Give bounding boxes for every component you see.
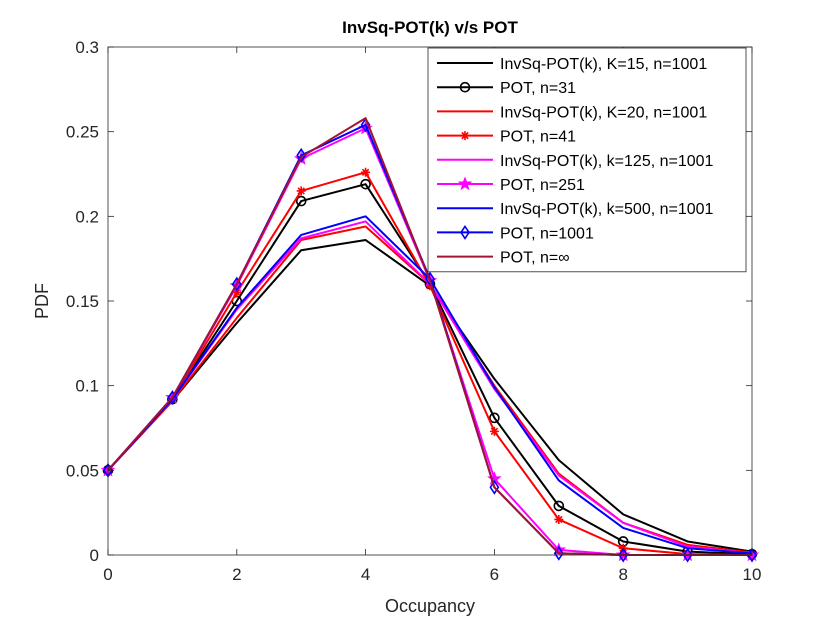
legend-label-5: POT, n=251 bbox=[500, 177, 585, 194]
x-tick-label-3: 6 bbox=[490, 565, 499, 584]
data-point-1-7 bbox=[553, 500, 565, 512]
data-point-3-4 bbox=[361, 167, 371, 177]
legend-entry-4: InvSq-POT(k), k=125, n=1001 bbox=[437, 153, 714, 170]
data-point-7-1 bbox=[167, 390, 178, 405]
x-axis-label: Occupancy bbox=[385, 596, 475, 616]
legend-entry-8: POT, n=∞ bbox=[437, 250, 570, 267]
legend-label-3: POT, n=41 bbox=[500, 129, 576, 146]
data-point-1-4 bbox=[360, 178, 371, 190]
legend-label-6: InvSq-POT(k), k=500, n=1001 bbox=[500, 201, 714, 218]
x-tick-label-2: 4 bbox=[361, 565, 370, 584]
data-point-3-6 bbox=[489, 426, 499, 436]
data-point-3-7 bbox=[554, 514, 564, 524]
x-tick-label-0: 0 bbox=[103, 565, 112, 584]
data-point-1-6 bbox=[489, 412, 500, 424]
legend-marker-3 bbox=[460, 131, 470, 141]
legend-label-4: InvSq-POT(k), k=125, n=1001 bbox=[500, 153, 714, 170]
legend-label-7: POT, n=1001 bbox=[500, 225, 594, 242]
data-point-3-3 bbox=[296, 186, 306, 196]
y-tick-label-4: 0.2 bbox=[75, 207, 99, 226]
y-tick-label-3: 0.15 bbox=[66, 292, 99, 311]
legend-entry-3: POT, n=41 bbox=[437, 129, 576, 146]
x-tick-label-5: 10 bbox=[743, 565, 762, 584]
legend-entry-6: InvSq-POT(k), k=500, n=1001 bbox=[437, 201, 714, 218]
y-tick-label-5: 0.25 bbox=[66, 123, 99, 142]
data-point-3-2 bbox=[232, 288, 242, 298]
legend-entry-2: InvSq-POT(k), K=20, n=1001 bbox=[437, 104, 707, 121]
data-point-7-9 bbox=[682, 547, 693, 563]
data-point-7-3 bbox=[296, 147, 307, 163]
legend-label-0: InvSq-POT(k), K=15, n=1001 bbox=[500, 56, 707, 73]
legend-label-1: POT, n=31 bbox=[500, 80, 576, 97]
x-tick-label-1: 2 bbox=[232, 565, 241, 584]
y-axis-label: PDF bbox=[32, 283, 52, 319]
legend-entry-7: POT, n=1001 bbox=[437, 224, 594, 242]
data-point-7-6 bbox=[489, 479, 500, 495]
legend-entry-0: InvSq-POT(k), K=15, n=1001 bbox=[437, 56, 707, 73]
y-tick-label-1: 0.05 bbox=[66, 461, 99, 480]
data-point-7-5 bbox=[425, 271, 435, 287]
chart-title: InvSq-POT(k) v/s POT bbox=[342, 18, 518, 37]
data-point-7-2 bbox=[231, 276, 242, 292]
data-point-1-3 bbox=[295, 195, 307, 207]
legend-label-8: POT, n=∞ bbox=[500, 250, 570, 267]
legend-entry-5: POT, n=251 bbox=[437, 176, 585, 194]
data-point-7-8 bbox=[618, 547, 629, 563]
y-tick-label-0: 0 bbox=[90, 546, 99, 565]
x-tick-label-4: 8 bbox=[618, 565, 627, 584]
y-tick-label-6: 0.3 bbox=[75, 38, 99, 57]
data-point-7-10 bbox=[747, 547, 757, 563]
axes-layer: 0 2 4 6 8 10 0 0.05 0.1 0.15 0.2 0.25 0.3 bbox=[66, 38, 762, 584]
legend-marker-5 bbox=[457, 176, 473, 191]
legend-entry-1: POT, n=31 bbox=[437, 80, 576, 97]
legend: InvSq-POT(k), K=15, n=1001 POT, n=31 InvSq… bbox=[427, 47, 747, 273]
legend-marker-1 bbox=[459, 81, 471, 93]
legend-marker-7 bbox=[460, 224, 470, 240]
legend-label-2: InvSq-POT(k), K=20, n=1001 bbox=[500, 104, 707, 121]
y-tick-label-2: 0.1 bbox=[75, 377, 99, 396]
